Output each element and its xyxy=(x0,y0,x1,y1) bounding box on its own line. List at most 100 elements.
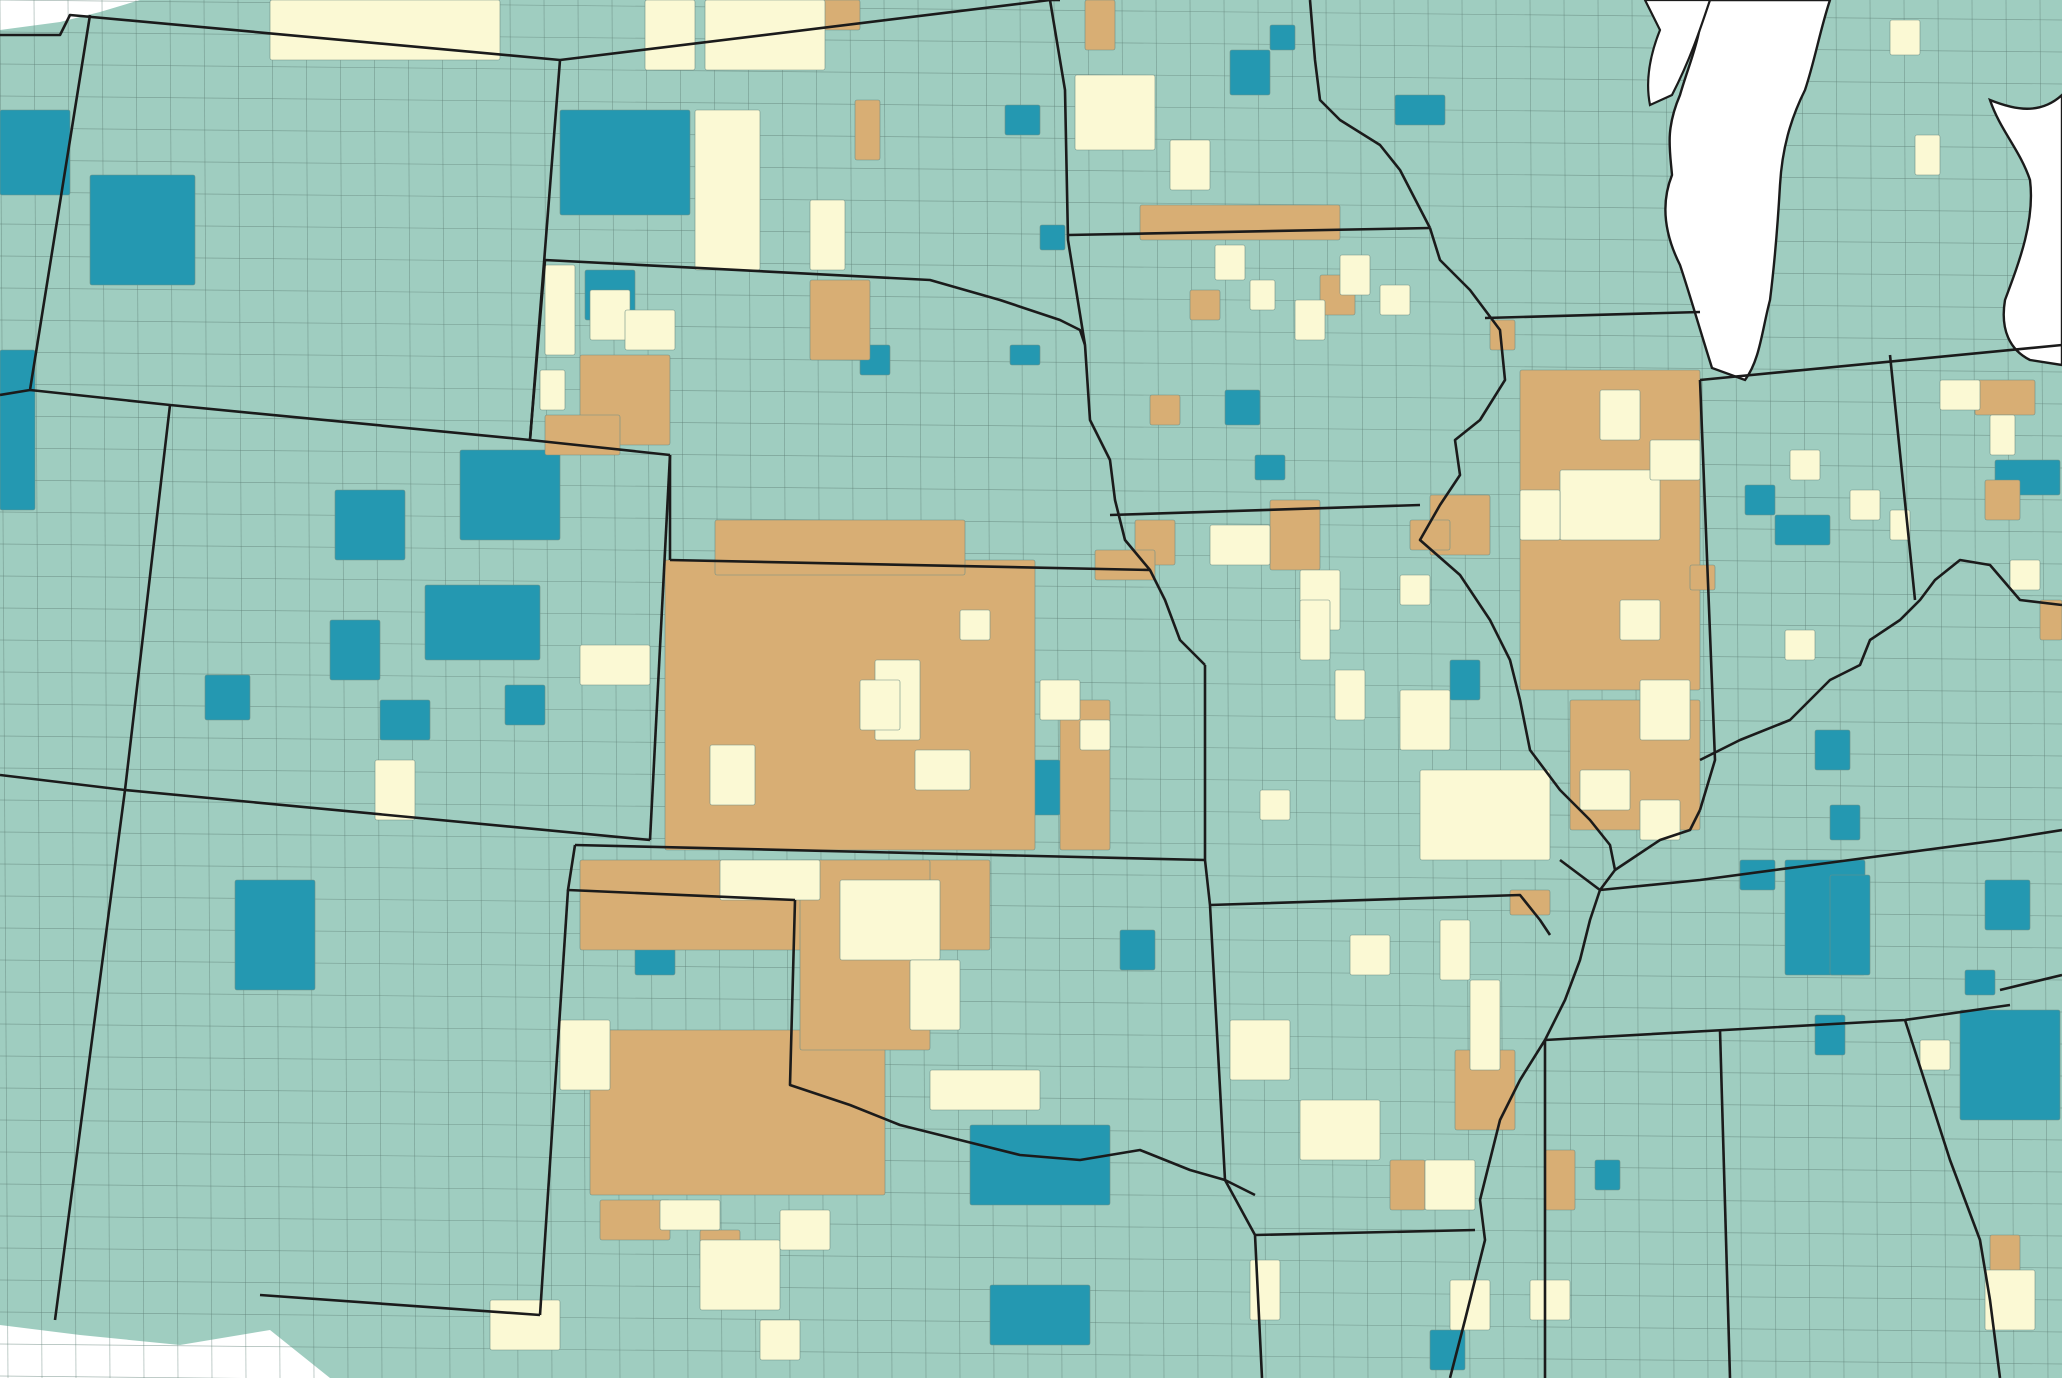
county-patch-light xyxy=(589,289,631,341)
county-patch-high xyxy=(1594,1159,1621,1191)
county-patch-light xyxy=(694,109,761,271)
county-patch-light xyxy=(1379,284,1411,316)
county-patch-high xyxy=(334,489,406,561)
county-patch-tan xyxy=(809,279,871,361)
county-patch-high xyxy=(204,674,251,721)
county-patch-high xyxy=(969,1124,1111,1206)
county-patch-tan xyxy=(1149,394,1181,426)
county-patch-light xyxy=(544,264,576,356)
county-patch-light xyxy=(1849,489,1881,521)
county-patch-light xyxy=(1914,134,1941,176)
county-patch-light xyxy=(1529,1279,1571,1321)
county-patch-tan xyxy=(589,1029,886,1196)
county-patch-light xyxy=(1439,919,1471,981)
county-patch-light xyxy=(659,1199,721,1231)
county-patch-light xyxy=(624,309,676,351)
county-patch-tan xyxy=(1084,0,1116,51)
county-patch-high xyxy=(424,584,541,661)
county-patch-light xyxy=(1349,934,1391,976)
county-patch-light xyxy=(1209,524,1271,566)
county-patch-high xyxy=(1959,1009,2061,1121)
county-patch-light xyxy=(1579,769,1631,811)
county-patch-light xyxy=(1784,629,1816,661)
county-patch-light xyxy=(1789,449,1821,481)
county-patch-light xyxy=(1079,719,1111,751)
county-patch-light xyxy=(1984,1269,2036,1331)
county-patch-light xyxy=(909,959,961,1031)
county-patch-high xyxy=(1224,389,1261,426)
county-patch-light xyxy=(779,1209,831,1251)
county-patch-light xyxy=(1169,139,1211,191)
county-patch-high xyxy=(234,879,316,991)
county-patch-light xyxy=(559,1019,611,1091)
lake-michigan xyxy=(1664,0,1832,382)
county-patch-light xyxy=(1339,254,1371,296)
county-patch-high xyxy=(0,349,36,511)
county-patch-light xyxy=(1639,679,1691,741)
county-patch-light xyxy=(959,609,991,641)
county-patch-high xyxy=(1009,344,1041,366)
county-patch-light xyxy=(1259,789,1291,821)
county-patch-tan xyxy=(544,414,621,456)
county-patch-high xyxy=(1829,804,1861,841)
county-patch-high xyxy=(559,109,691,216)
county-patch-high xyxy=(89,174,196,286)
county-patch-light xyxy=(1299,1099,1381,1161)
county-patch-light xyxy=(1399,689,1451,751)
county-patch-light xyxy=(539,369,566,411)
county-patch-light xyxy=(1989,414,2016,456)
county-patch-high xyxy=(1119,929,1156,971)
county-patch-light xyxy=(1334,669,1366,721)
county-patch-light xyxy=(1649,439,1701,481)
county-patch-high xyxy=(1774,514,1831,546)
county-patch-light xyxy=(1519,489,1561,541)
county-patch-light xyxy=(579,644,651,686)
outside-area xyxy=(0,1325,330,1378)
county-patch-high xyxy=(1814,1014,1846,1056)
county-patch-high xyxy=(1984,879,2031,931)
county-patch-high xyxy=(1964,969,1996,996)
county-patch-light xyxy=(839,879,941,961)
county-patch-light xyxy=(1249,1259,1281,1321)
county-patch-high xyxy=(1814,729,1851,771)
county-patch-high xyxy=(1394,94,1446,126)
county-patch-light xyxy=(1619,599,1661,641)
county-patch-light xyxy=(1214,244,1246,281)
county-patch-high xyxy=(379,699,431,741)
county-patch-light xyxy=(1889,19,1921,56)
county-patch-light xyxy=(1889,509,1911,541)
county-patch-tan xyxy=(714,519,966,576)
county-patch-light xyxy=(1419,769,1551,861)
county-patch-high xyxy=(989,1284,1091,1346)
county-patch-light xyxy=(809,199,846,271)
county-patch-tan xyxy=(1389,1159,1426,1211)
county-patch-light xyxy=(269,0,501,61)
county-patch-tan xyxy=(1139,204,1341,241)
county-patch-tan xyxy=(1544,1149,1576,1211)
county-patch-light xyxy=(1299,599,1331,661)
county-patch-tan xyxy=(1689,564,1716,591)
county-patch-high xyxy=(1269,24,1296,51)
county-patch-tan xyxy=(1974,379,2036,416)
county-patch-tan xyxy=(1189,289,1221,321)
county-patch-tan xyxy=(1984,479,2021,521)
county-patch-light xyxy=(1559,469,1661,541)
county-patch-high xyxy=(1829,874,1871,976)
county-patch-light xyxy=(709,744,756,806)
county-patch-high xyxy=(1004,104,1041,136)
county-patch-light xyxy=(1939,379,1981,411)
county-patch-high xyxy=(329,619,381,681)
county-patch-high xyxy=(1229,49,1271,96)
county-patch-light xyxy=(914,749,971,791)
county-patch-tan xyxy=(2039,599,2062,641)
county-patch-light xyxy=(859,679,901,731)
county-patch-light xyxy=(2009,559,2041,591)
county-patch-high xyxy=(504,684,546,726)
county-patch-light xyxy=(1399,574,1431,606)
county-patch-light xyxy=(489,1299,561,1351)
county-patch-light xyxy=(929,1069,1041,1111)
